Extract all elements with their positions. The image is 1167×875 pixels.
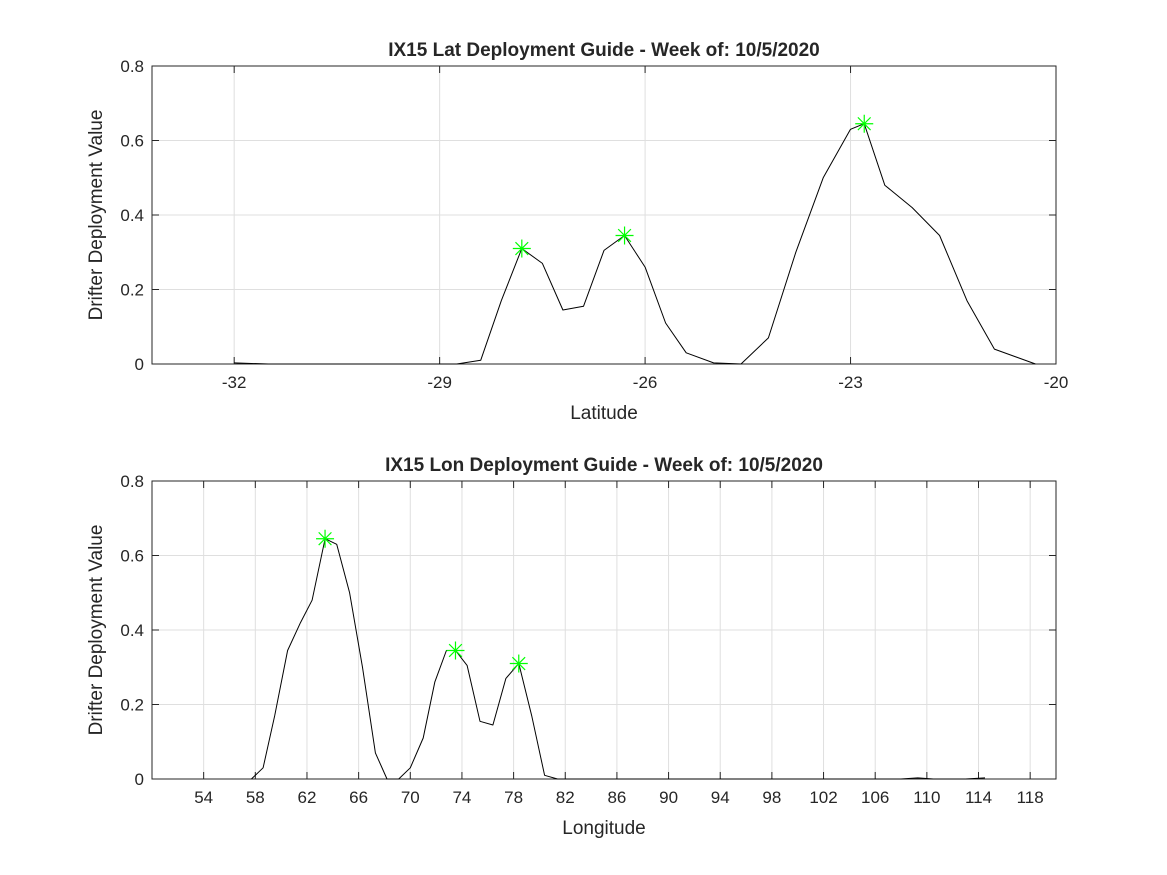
x-tick-label: -23 xyxy=(838,373,863,392)
x-tick-label: 66 xyxy=(349,788,368,807)
x-tick-label: 78 xyxy=(504,788,523,807)
x-tick-label: 106 xyxy=(861,788,889,807)
x-tick-label: 102 xyxy=(809,788,837,807)
series-marks xyxy=(234,114,1036,365)
y-tick-label: 0.4 xyxy=(120,621,144,640)
x-tick-label: 90 xyxy=(659,788,678,807)
y-tick-label: 0.2 xyxy=(120,281,144,300)
y-axis-label: Drifter Deployment Value xyxy=(86,110,107,321)
y-tick-label: 0.6 xyxy=(120,547,144,566)
x-tick-label: 70 xyxy=(401,788,420,807)
x-tick-label: 110 xyxy=(913,788,940,807)
latitude-subplot: -32 -29 -26 -23 -20 0 0.2 0.4 0.6 0.8 IX15 Lat De… xyxy=(86,40,1068,424)
x-axis-label: Latitude xyxy=(570,403,638,424)
series-line xyxy=(234,123,1036,365)
x-tick-label: 114 xyxy=(965,788,992,807)
x-tick-label: -26 xyxy=(633,373,658,392)
chart-title: IX15 Lon Deployment Guide - Week of: 10/… xyxy=(385,455,823,476)
y-tick-label: 0 xyxy=(135,355,144,374)
x-tick-label: 62 xyxy=(298,788,317,807)
series-marks xyxy=(251,529,986,780)
chart-title: IX15 Lat Deployment Guide - Week of: 10/… xyxy=(388,40,820,61)
x-tick-label: 82 xyxy=(556,788,575,807)
y-tick-label: 0 xyxy=(135,770,144,789)
x-tick-label: 118 xyxy=(1017,788,1044,807)
x-tick-label: 58 xyxy=(246,788,265,807)
x-tick-label: -32 xyxy=(222,373,247,392)
y-tick-label: 0.8 xyxy=(120,57,144,76)
longitude-subplot: 54 58 62 66 70 74 78 82 86 90 94 98 102 106 110 114 118 0… xyxy=(86,455,1057,839)
y-axis-label: Drifter Deployment Value xyxy=(86,525,107,736)
peak-marker xyxy=(509,654,528,673)
peak-marker xyxy=(446,641,465,660)
x-tick-label: 74 xyxy=(452,788,471,807)
ticks: -32 -29 -26 -23 -20 0 0.2 0.4 0.6 0.8 xyxy=(120,57,1068,392)
y-tick-label: 0.6 xyxy=(120,132,144,151)
x-tick-label: -20 xyxy=(1044,373,1069,392)
x-axis-label: Longitude xyxy=(562,818,645,839)
x-tick-label: 94 xyxy=(711,788,730,807)
ticks: 54 58 62 66 70 74 78 82 86 90 94 98 102 106 110 114 118 0… xyxy=(120,472,1056,807)
y-tick-label: 0.2 xyxy=(120,696,144,715)
peak-marker xyxy=(855,114,874,133)
x-tick-label: 98 xyxy=(762,788,781,807)
peak-marker xyxy=(512,239,531,258)
x-tick-label: 54 xyxy=(194,788,213,807)
peak-marker xyxy=(615,226,634,245)
x-tick-label: 86 xyxy=(607,788,626,807)
x-tick-label: -29 xyxy=(427,373,452,392)
series-line xyxy=(251,538,986,780)
y-tick-label: 0.4 xyxy=(120,206,144,225)
peak-marker xyxy=(316,529,335,548)
y-tick-label: 0.8 xyxy=(120,472,144,491)
